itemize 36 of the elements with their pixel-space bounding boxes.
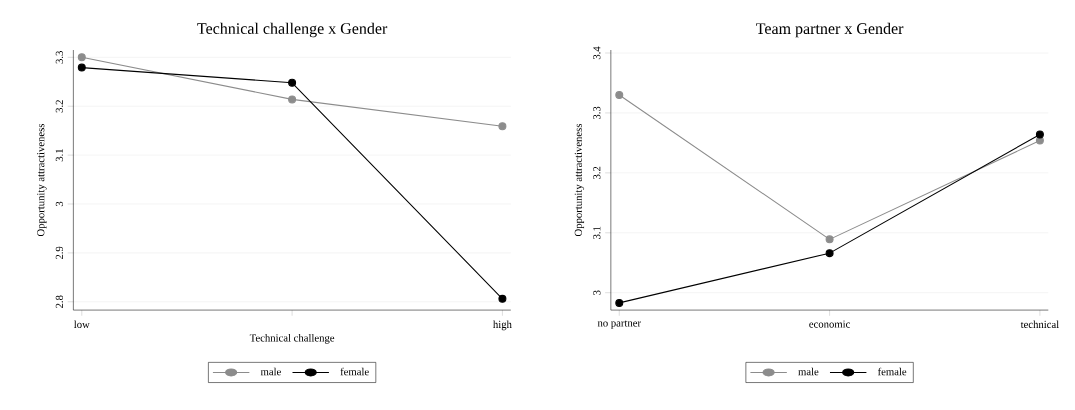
- point: [77, 63, 86, 72]
- y-axis-title: Opportunity attractiveness: [574, 123, 585, 236]
- point: [288, 95, 297, 104]
- y-tick-label: 3.3: [593, 106, 601, 120]
- y-tick-label: 3.1: [55, 149, 63, 162]
- y-tick-label: 3.3: [55, 51, 63, 64]
- point: [825, 235, 834, 244]
- point: [825, 249, 834, 258]
- x-axis-title: Technical challenge: [249, 333, 335, 344]
- y-tick-label: 3.4: [593, 46, 601, 60]
- y-tick-label: 3.2: [55, 100, 63, 113]
- x-tick-label: high: [493, 320, 512, 331]
- point: [1035, 130, 1044, 139]
- point: [498, 122, 507, 131]
- point: [288, 78, 297, 87]
- y-tick-label: 2.8: [55, 295, 63, 308]
- point: [615, 298, 624, 307]
- point: [77, 53, 86, 62]
- x-tick-label: technical: [1020, 320, 1059, 328]
- legend-label: female: [877, 367, 907, 376]
- point: [498, 294, 507, 303]
- chart-title: Technical challenge x Gender: [197, 22, 388, 38]
- y-tick-label: 3.1: [593, 226, 601, 239]
- legend-label: female: [340, 367, 369, 376]
- legend-label: male: [798, 367, 819, 376]
- chart-title: Team partner x Gender: [756, 22, 904, 38]
- y-tick-label: 3: [55, 201, 63, 207]
- point: [615, 90, 624, 99]
- y-tick-label: 3: [593, 290, 601, 295]
- y-tick-label: 3.2: [593, 166, 601, 179]
- y-axis-title: Opportunity attractiveness: [37, 123, 47, 236]
- x-tick-label: no partner: [597, 320, 641, 329]
- legend-label: male: [260, 367, 281, 376]
- y-tick-label: 2.9: [55, 246, 63, 260]
- x-tick-label: low: [73, 320, 90, 328]
- x-tick-label: economic: [809, 320, 851, 328]
